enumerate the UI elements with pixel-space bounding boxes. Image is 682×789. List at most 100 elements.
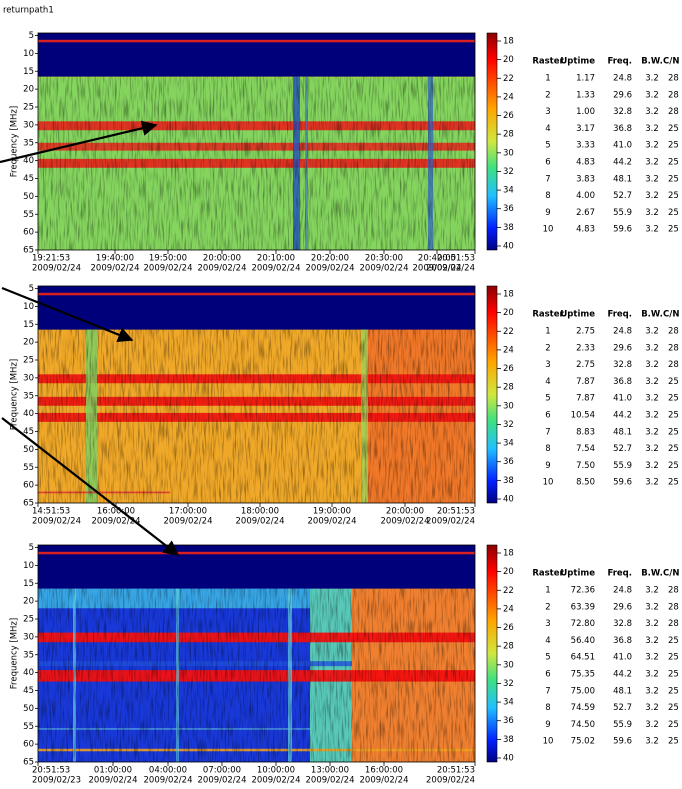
- table-cell: 75.35: [571, 670, 595, 680]
- table-cell: 28: [668, 360, 679, 370]
- y-tick-label: 40: [23, 409, 34, 419]
- table-cell: 1: [545, 74, 550, 84]
- colorbar-tick-label: 36: [503, 204, 514, 214]
- table-cell: 48.1: [613, 174, 632, 184]
- y-tick-label: 5: [29, 284, 34, 294]
- colorbar-tick-label: 24: [503, 604, 514, 614]
- colorbar-tick-label: 32: [503, 679, 514, 689]
- spectrogram: [37, 544, 476, 763]
- x-tick-date: 2009/02/24: [381, 517, 430, 527]
- x-tick-time: 07:00:00: [203, 766, 241, 776]
- colorbar-tick-label: 24: [503, 345, 514, 355]
- x-tick-time: 20:51:53: [437, 507, 475, 517]
- colorbar-tick-label: 18: [503, 549, 514, 559]
- colorbar-tick-label: 24: [503, 92, 514, 102]
- spectrum-region: [38, 39, 475, 43]
- table-cell: 24.8: [613, 74, 632, 84]
- colorbar: [486, 544, 498, 763]
- y-tick-label: 20: [23, 85, 34, 95]
- table-cell: 48.1: [613, 686, 632, 696]
- table-cell: 74.59: [571, 703, 595, 713]
- arrows: [0, 120, 180, 556]
- table-cell: 25: [668, 208, 679, 218]
- y-tick-label: 60: [23, 481, 34, 491]
- colorbar-tick-label: 22: [503, 586, 514, 596]
- spectrum-region: [38, 545, 475, 589]
- y-tick-label: 50: [23, 704, 34, 714]
- table-cell: 3.2: [645, 737, 659, 747]
- x-tick-time: 19:50:00: [149, 254, 187, 264]
- colorbar-tick-label: 40: [503, 754, 514, 764]
- colorbar-tick-label: 40: [503, 495, 514, 505]
- colorbar-tick-label: 30: [503, 148, 514, 158]
- x-tick-time: 17:00:00: [169, 507, 207, 517]
- table-cell: 3.2: [645, 636, 659, 646]
- table-cell: 6: [545, 158, 550, 168]
- table-cell: 52.7: [613, 191, 632, 201]
- table-header: Raster: [532, 57, 564, 67]
- table-cell: 3.2: [645, 225, 659, 235]
- y-tick-label: 55: [23, 463, 34, 473]
- table-header: C/N: [663, 569, 679, 579]
- colorbar-tick-label: 26: [503, 111, 514, 121]
- table-cell: 5: [545, 394, 550, 404]
- x-tick-date: 2009/02/24: [308, 517, 357, 527]
- colorbar-tick-label: 36: [503, 716, 514, 726]
- spectrum-region: [38, 33, 475, 77]
- noise-texture: [38, 329, 475, 503]
- table-cell: 3.2: [645, 90, 659, 100]
- x-tick-date: 2009/02/24: [426, 517, 475, 527]
- table-cell: 4.83: [576, 225, 595, 235]
- table-cell: 28: [668, 586, 679, 596]
- colorbar-tick-label: 32: [503, 167, 514, 177]
- y-tick-label: 35: [23, 650, 34, 660]
- table-cell: 7.54: [576, 444, 595, 454]
- colorbar-tick-label: 36: [503, 457, 514, 467]
- x-tick-time: 20:10:00: [257, 254, 295, 264]
- colorbar-tick-label: 30: [503, 401, 514, 411]
- y-tick-label: 45: [23, 427, 34, 437]
- table-cell: 3.2: [645, 124, 659, 134]
- y-tick-label: 25: [23, 615, 34, 625]
- table-cell: 25: [668, 461, 679, 471]
- arrow: [1, 286, 134, 343]
- table-cell: 7.50: [576, 461, 595, 471]
- table-cell: 72.80: [571, 619, 595, 629]
- y-tick-label: 10: [23, 561, 34, 571]
- table-cell: 3: [545, 360, 550, 370]
- page-title: returnpath1: [3, 6, 54, 16]
- table-cell: 59.6: [613, 737, 632, 747]
- table-header: C/N: [663, 57, 679, 67]
- table-cell: 25: [668, 427, 679, 437]
- y-tick-label: 40: [23, 668, 34, 678]
- table-cell: 59.6: [613, 225, 632, 235]
- y-tick-label: 50: [23, 445, 34, 455]
- table-cell: 25: [668, 411, 679, 421]
- table-header: Freq.: [607, 310, 632, 320]
- colorbar-tick-label: 38: [503, 476, 514, 486]
- table-cell: 3.2: [645, 174, 659, 184]
- colorbar-tick-label: 20: [503, 308, 514, 318]
- table-cell: 28: [668, 74, 679, 84]
- x-tick-time: 19:21:53: [32, 254, 70, 264]
- plot-frame: [37, 285, 476, 504]
- y-tick-label: 35: [23, 391, 34, 401]
- table-cell: 25: [668, 394, 679, 404]
- table-cell: 3.2: [645, 343, 659, 353]
- table-cell: 44.2: [613, 670, 632, 680]
- table-cell: 74.50: [571, 720, 595, 730]
- table-cell: 28: [668, 343, 679, 353]
- x-tick-date: 2009/02/24: [91, 264, 140, 274]
- y-tick-label: 5: [29, 31, 34, 41]
- table-cell: 63.39: [571, 602, 595, 612]
- x-tick-date: 2009/02/24: [92, 517, 141, 527]
- y-tick-label: 10: [23, 302, 34, 312]
- table-cell: 7.87: [576, 377, 595, 387]
- colorbar-tick-label: 32: [503, 420, 514, 430]
- colorbar-tick-label: 18: [503, 290, 514, 300]
- table-header: Uptime: [560, 57, 595, 67]
- table-cell: 3.2: [645, 394, 659, 404]
- table-cell: 28: [668, 90, 679, 100]
- table-cell: 41.0: [613, 653, 632, 663]
- x-tick-date: 2009/02/24: [306, 264, 355, 274]
